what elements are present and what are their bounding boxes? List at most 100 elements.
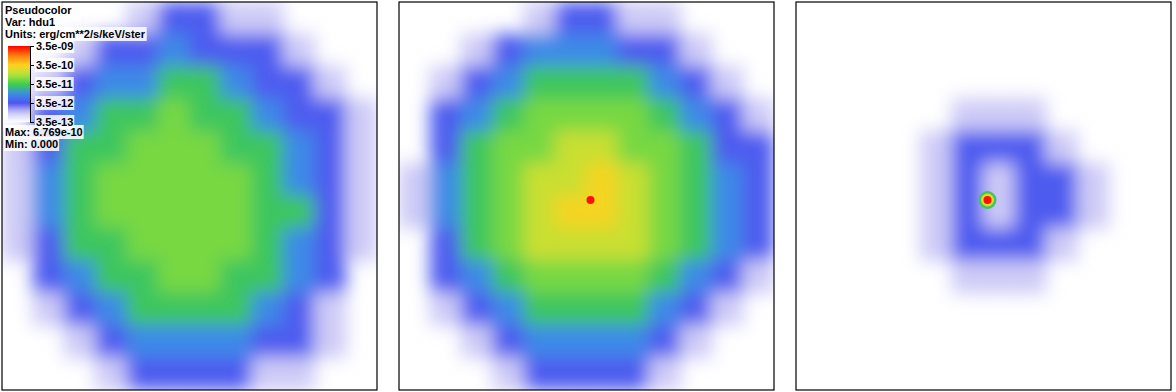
tick: 3.5e-09: [30, 40, 73, 52]
heatmap-cell: [189, 163, 221, 196]
heatmap-cell: [2, 163, 34, 196]
heatmap-cell: [345, 99, 377, 132]
heatmap-cell: [524, 131, 556, 164]
heatmap-cell: [2, 228, 34, 261]
heatmap-cell: [189, 131, 221, 164]
heatmap-cell: [1014, 99, 1046, 132]
heatmap-cell: [1014, 228, 1046, 261]
heatmap-cell: [617, 196, 649, 229]
label-patch: [4, 3, 73, 17]
heatmap-cell: [492, 34, 524, 67]
legend: PseudocolorVar: hdu1Units: erg/cm**2/s/k…: [4, 3, 147, 151]
heatmap-cell: [95, 357, 127, 390]
heatmap-cell: [314, 293, 346, 326]
heatmap-cell: [711, 293, 743, 326]
heatmap-cell: [95, 293, 127, 326]
heatmap-cell: [252, 228, 284, 261]
heatmap-cell: [158, 260, 190, 293]
heatmap-cell: [524, 66, 556, 99]
heatmap-cell: [555, 131, 587, 164]
heatmap-cell: [952, 228, 984, 261]
heatmap-cell: [461, 196, 493, 229]
heatmap-cell: [33, 293, 65, 326]
heatmap-cell: [95, 163, 127, 196]
heatmap-cell: [492, 293, 524, 326]
heatmap-cell: [189, 293, 221, 326]
heatmap-cell: [127, 163, 159, 196]
heatmap-cell: [252, 260, 284, 293]
plot-area: [921, 99, 1110, 294]
heatmap-cell: [189, 325, 221, 358]
heatmap-cell: [1046, 163, 1078, 196]
heatmap-cell: [586, 293, 618, 326]
heatmap-cell: [524, 99, 556, 132]
heatmap-cell: [742, 228, 774, 261]
heatmap-cell: [983, 260, 1015, 293]
heatmap-cell: [524, 260, 556, 293]
heatmap-cell: [461, 325, 493, 358]
heatmap-cell: [1014, 196, 1046, 229]
heatmap-cell: [314, 163, 346, 196]
heatmap-cell: [492, 260, 524, 293]
heatmap-cell: [555, 99, 587, 132]
figure: PseudocolorVar: hdu1Units: erg/cm**2/s/k…: [0, 0, 1176, 392]
heatmap-cell: [95, 131, 127, 164]
heatmap-cell: [158, 131, 190, 164]
heatmap-cell: [461, 293, 493, 326]
heatmap-cell: [524, 325, 556, 358]
legend-text: Units: erg/cm**2/s/keV/ster: [5, 28, 146, 40]
heatmap-cell: [586, 66, 618, 99]
heatmap-cell: [524, 293, 556, 326]
heatmap-cell: [127, 99, 159, 132]
heatmap-cell: [252, 293, 284, 326]
tick-mark: [30, 122, 34, 123]
heatmap-cell: [283, 196, 315, 229]
heatmap-cell: [555, 228, 587, 261]
legend-text: Pseudocolor: [5, 4, 72, 16]
heatmap-cell: [345, 163, 377, 196]
heatmap-cell: [461, 131, 493, 164]
heatmap-cell: [95, 99, 127, 132]
heatmap-cell: [283, 325, 315, 358]
heatmap-cell: [524, 357, 556, 390]
heatmap-cell: [586, 357, 618, 390]
heatmap-cell: [742, 196, 774, 229]
heatmap-cell: [220, 260, 252, 293]
heatmap-cell: [283, 228, 315, 261]
heatmap-cell: [586, 260, 618, 293]
heatmap-cell: [586, 163, 618, 196]
heatmap-cell: [649, 260, 681, 293]
heatmap-cell: [617, 2, 649, 35]
heatmap-cell: [617, 131, 649, 164]
panel-background: [796, 2, 1171, 390]
heatmap-cell: [586, 325, 618, 358]
heatmap-cell: [283, 357, 315, 390]
heatmap-cell: [555, 293, 587, 326]
heatmap-cell: [345, 228, 377, 261]
heatmap-cell: [95, 228, 127, 261]
heatmap-cell: [461, 228, 493, 261]
heatmap-cell: [461, 260, 493, 293]
heatmap-cell: [95, 260, 127, 293]
heatmap-cell: [158, 99, 190, 132]
heatmap-cell: [617, 99, 649, 132]
heatmap-cell: [399, 196, 431, 229]
heatmap-cell: [711, 66, 743, 99]
heatmap-cell: [252, 357, 284, 390]
heatmap-cell: [1077, 196, 1109, 229]
heatmap-cell: [95, 66, 127, 99]
heatmap-cell: [189, 99, 221, 132]
heatmap-cell: [64, 228, 96, 261]
heatmap-cell: [524, 228, 556, 261]
heatmap-cell: [555, 163, 587, 196]
heatmap-cell: [314, 325, 346, 358]
heatmap-cell: [983, 99, 1015, 132]
heatmap-cell: [158, 293, 190, 326]
heatmap-cell: [314, 196, 346, 229]
heatmap-cell: [586, 228, 618, 261]
heatmap-cell: [1014, 163, 1046, 196]
heatmap-cell: [158, 66, 190, 99]
heatmap-cell: [33, 196, 65, 229]
heatmap-cell: [649, 357, 681, 390]
heatmap-cell: [127, 196, 159, 229]
